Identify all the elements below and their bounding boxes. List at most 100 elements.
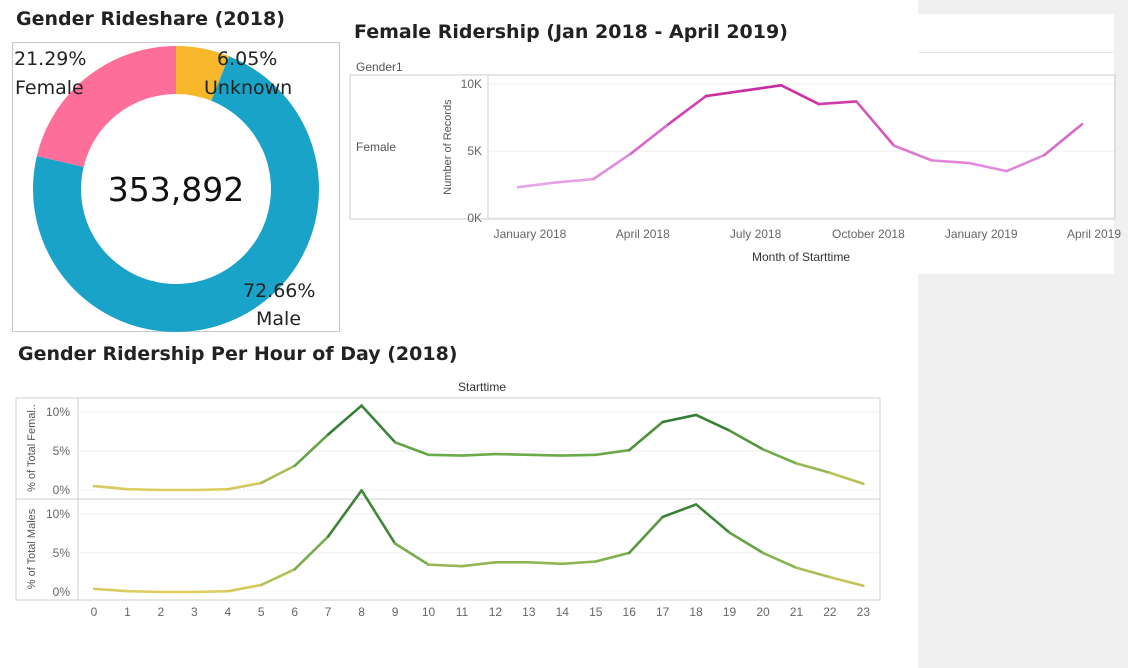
monthly-x-tick-label: January 2019 <box>945 227 1018 241</box>
female-ridership-segment[interactable] <box>516 181 557 189</box>
male-hourly-segment[interactable] <box>427 563 464 568</box>
monthly-x-tick-label: January 2018 <box>494 227 567 241</box>
hourly-x-tick-label: 21 <box>790 605 804 619</box>
male-hourly-segment[interactable] <box>259 568 297 587</box>
female-share-axis-title: % of Total Femal.. <box>26 404 38 492</box>
female-hourly-segment[interactable] <box>728 429 765 451</box>
female-ridership-segment[interactable] <box>742 84 783 93</box>
female-ridership-segment[interactable] <box>855 100 896 147</box>
hourly-x-tick-label: 7 <box>325 605 332 619</box>
male-hourly-segment[interactable] <box>594 551 631 563</box>
gender-header: Gender1 <box>356 60 403 74</box>
hourly-y-tick-label: 0% <box>53 585 71 599</box>
hourly-x-tick-label: 2 <box>158 605 165 619</box>
female-hourly-segment[interactable] <box>494 452 531 457</box>
female-hourly-segment[interactable] <box>527 453 564 457</box>
male-hourly-segment[interactable] <box>293 535 330 571</box>
female-hourly-segment[interactable] <box>92 484 129 491</box>
female-hourly-segment[interactable] <box>661 413 698 424</box>
male-hourly-segment[interactable] <box>92 587 129 593</box>
hourly-x-tick-label: 20 <box>756 605 770 619</box>
male-hourly-segment[interactable] <box>193 589 230 594</box>
monthly-x-tick-label: April 2019 <box>1067 227 1121 241</box>
hourly-x-tick-label: 22 <box>823 605 837 619</box>
donut-slice-male[interactable] <box>32 56 320 332</box>
male-hourly-segment[interactable] <box>560 560 598 566</box>
female-ridership-segment[interactable] <box>667 94 708 126</box>
donut-label-unknown-name: Unknown <box>204 77 292 99</box>
female-hourly-segment[interactable] <box>193 487 230 492</box>
hourly-x-tick-label: 10 <box>422 605 436 619</box>
female-hourly-segment[interactable] <box>427 453 464 457</box>
female-ridership-segment[interactable] <box>1043 122 1084 157</box>
donut-slice-female[interactable] <box>36 46 176 168</box>
right-panel-card <box>918 14 1114 274</box>
female-hourly-segment[interactable] <box>694 413 731 432</box>
monthly-x-axis-title: Month of Starttime <box>752 250 850 264</box>
female-ridership-segment[interactable] <box>892 144 933 162</box>
male-hourly-segment[interactable] <box>126 589 163 594</box>
female-hourly-segment[interactable] <box>795 462 832 475</box>
hourly-x-tick-label: 12 <box>489 605 503 619</box>
hourly-y-tick-label: 5% <box>53 444 71 458</box>
male-hourly-segment[interactable] <box>393 542 430 566</box>
female-hourly-segment[interactable] <box>326 404 363 436</box>
female-hourly-segment[interactable] <box>560 453 598 457</box>
female-hourly-segment[interactable] <box>594 448 631 457</box>
female-ridership-segment[interactable] <box>779 84 821 106</box>
female-hourly-segment[interactable] <box>293 433 330 468</box>
hourly-y-tick-label: 5% <box>53 546 71 560</box>
male-hourly-segment[interactable] <box>326 489 363 538</box>
hourly-ridership-title: Gender Ridership Per Hour of Day (2018) <box>18 343 458 365</box>
female-ridership-segment[interactable] <box>629 122 670 155</box>
donut-label-male-name: Male <box>256 308 301 330</box>
hourly-x-tick-label: 8 <box>358 605 365 619</box>
female-ridership-segment[interactable] <box>967 161 1009 173</box>
male-hourly-segment[interactable] <box>661 503 698 519</box>
hourly-x-tick-label: 17 <box>656 605 670 619</box>
donut-chart-title: Gender Rideshare (2018) <box>16 8 285 30</box>
male-share-axis-title: % of Total Males <box>26 508 38 589</box>
female-ridership-segment[interactable] <box>554 177 595 184</box>
female-hourly-segment[interactable] <box>627 420 664 452</box>
hourly-x-tick-label: 1 <box>124 605 131 619</box>
female-ridership-segment[interactable] <box>930 159 971 165</box>
female-hourly-segment[interactable] <box>828 471 865 486</box>
male-hourly-segment[interactable] <box>460 560 497 568</box>
female-hourly-segment[interactable] <box>761 448 798 465</box>
female-hourly-segment[interactable] <box>226 481 263 491</box>
hourly-x-tick-label: 23 <box>857 605 871 619</box>
donut-slice-unknown[interactable] <box>176 46 230 101</box>
hourly-ridership-chart: Starttime % of Total Femal.. % of Total … <box>15 380 881 619</box>
female-ridership-segment[interactable] <box>1005 153 1046 173</box>
male-hourly-segment[interactable] <box>360 489 397 545</box>
hourly-x-tick-label: 0 <box>91 605 98 619</box>
hourly-x-tick-label: 13 <box>522 605 536 619</box>
hourly-y-tick-label: 10% <box>46 507 70 521</box>
female-ridership-segment[interactable] <box>704 89 745 98</box>
male-hourly-segment[interactable] <box>828 575 865 588</box>
female-hourly-segment[interactable] <box>259 464 297 485</box>
starttime-header: Starttime <box>458 380 506 394</box>
male-hourly-segment[interactable] <box>527 560 564 566</box>
hourly-x-tick-label: 6 <box>291 605 298 619</box>
male-hourly-segment[interactable] <box>761 551 798 570</box>
hourly-x-tick-label: 9 <box>392 605 399 619</box>
female-hourly-segment[interactable] <box>393 441 430 457</box>
male-hourly-segment[interactable] <box>627 515 664 555</box>
donut-label-male-pct: 72.66% <box>243 280 315 302</box>
male-hourly-segment[interactable] <box>795 566 832 579</box>
male-hourly-segment[interactable] <box>694 503 731 534</box>
hourly-x-tick-label: 14 <box>556 605 570 619</box>
female-ridership-segment[interactable] <box>817 100 858 106</box>
monthly-x-tick-label: July 2018 <box>730 227 782 241</box>
female-hourly-segment[interactable] <box>126 487 163 492</box>
male-hourly-segment[interactable] <box>226 583 263 593</box>
male-hourly-segment[interactable] <box>728 531 765 555</box>
female-hourly-segment[interactable] <box>460 452 497 457</box>
female-hourly-segment[interactable] <box>360 404 397 444</box>
monthly-y-tick-label: 0K <box>467 211 482 225</box>
hourly-x-tick-label: 19 <box>723 605 737 619</box>
female-ridership-segment[interactable] <box>591 152 633 181</box>
monthly-y-tick-label: 10K <box>461 77 482 91</box>
